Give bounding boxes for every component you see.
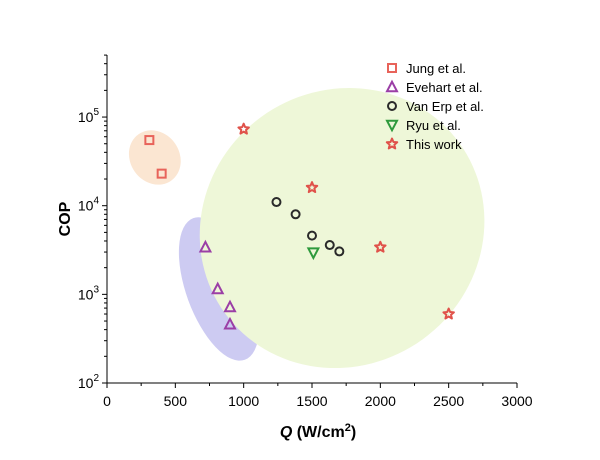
- x-axis-unit-sup: 2: [345, 422, 351, 434]
- data-point: [374, 240, 387, 253]
- legend-item: Ryu et al.: [385, 118, 461, 133]
- y-axis-title: COP: [57, 201, 74, 236]
- x-tick-label: 500: [164, 393, 188, 409]
- series-ryu-et-al: [306, 247, 321, 261]
- legend: Jung et al. Evehart et al. Van Erp et al. R…: [385, 61, 484, 152]
- legend-marker: [385, 137, 399, 150]
- series-this-work: [237, 122, 455, 320]
- series-evehart-et-al: [198, 239, 237, 330]
- y-tick-label: 105: [78, 107, 100, 125]
- legend-item: Van Erp et al.: [387, 99, 484, 114]
- data-point: [324, 240, 335, 251]
- legend-label: Van Erp et al.: [406, 99, 484, 114]
- y-tick-label: 103: [78, 284, 100, 302]
- highlight-regions: [128, 87, 485, 369]
- x-axis-unit-prefix: (W/cm: [292, 424, 344, 441]
- axes: 0 500 1000 1500 2000 2500 3000 102 103 104 105: [78, 54, 533, 409]
- x-tick-label: 1000: [228, 393, 259, 409]
- data-point: [223, 316, 237, 330]
- data-point: [290, 209, 301, 220]
- data-point: [271, 197, 282, 208]
- legend-item: This work: [385, 137, 462, 152]
- legend-label: Jung et al.: [406, 61, 466, 76]
- x-tick-label: 2500: [433, 393, 464, 409]
- legend-marker: [385, 119, 399, 133]
- x-tick-label: 2000: [365, 393, 396, 409]
- this-work-region: [199, 87, 485, 369]
- jung-region: [128, 130, 181, 185]
- x-tick-label: 1500: [296, 393, 327, 409]
- data-point: [442, 307, 455, 320]
- data-point: [156, 168, 167, 179]
- data-point: [211, 281, 225, 295]
- x-tick-label: 0: [103, 393, 111, 409]
- data-point: [198, 239, 213, 253]
- legend-item: Evehart et al.: [385, 79, 483, 95]
- data-point: [223, 299, 237, 313]
- y-tick-label: 102: [78, 373, 100, 391]
- data-point: [334, 246, 345, 257]
- legend-item: Jung et al.: [387, 61, 466, 76]
- legend-label: This work: [406, 137, 462, 152]
- data-point: [307, 230, 317, 241]
- legend-label: Evehart et al.: [406, 80, 483, 95]
- x-axis-title: Q (W/cm2): [280, 422, 356, 441]
- legend-marker: [387, 101, 397, 111]
- data-points: [144, 122, 455, 330]
- y-tick-label: 104: [78, 196, 100, 214]
- x-axis-unit-suffix: ): [351, 424, 356, 441]
- series-jung-et-al: [144, 135, 167, 179]
- data-point: [144, 135, 155, 146]
- x-tick-label: 3000: [501, 393, 532, 409]
- data-point: [237, 122, 250, 135]
- data-point: [306, 247, 321, 261]
- legend-marker: [387, 63, 397, 73]
- legend-marker: [385, 79, 399, 93]
- series-van-erp-et-al: [271, 197, 345, 257]
- data-point: [305, 181, 319, 194]
- x-axis-variable: Q: [280, 424, 293, 441]
- legend-label: Ryu et al.: [406, 118, 461, 133]
